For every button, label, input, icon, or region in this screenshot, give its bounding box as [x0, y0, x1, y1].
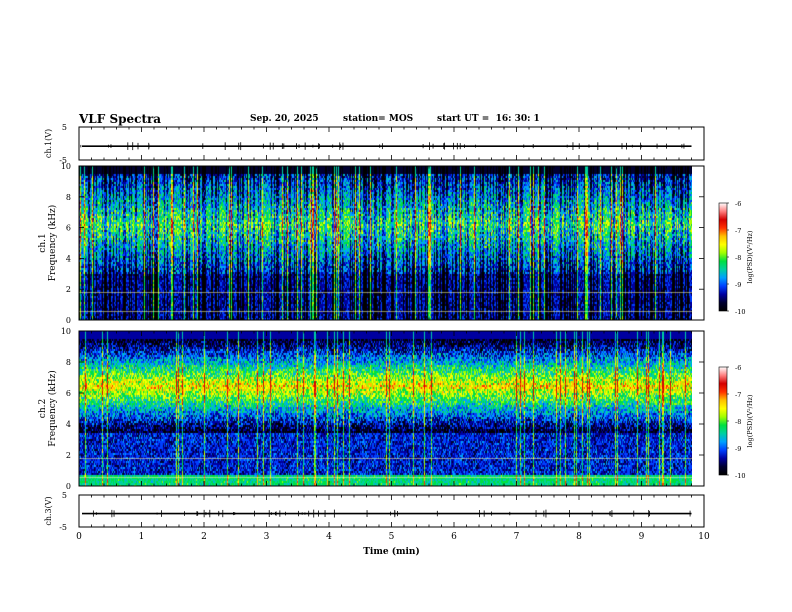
ch2-spectrogram-colorbar-tick-label: -10 — [735, 472, 745, 480]
ch1-spectrogram-ytick-label: 10 — [61, 162, 71, 171]
ch1-spectrogram-colorbar-label: log(PSD)(V²/Hz) — [746, 230, 754, 283]
ch1-spectrogram-image — [79, 166, 692, 320]
x-tick-label: 4 — [326, 532, 332, 542]
x-tick-label: 9 — [639, 532, 645, 542]
start-ut-value: 16: 30: 1 — [495, 114, 540, 124]
x-tick-label: 7 — [514, 532, 520, 542]
ch1-spectrogram-colorbar-tick-label: -7 — [735, 227, 741, 235]
ch2-spectrogram-ytick-label: 8 — [66, 358, 71, 367]
ch2-spectrogram-ytick-label: 10 — [61, 327, 71, 336]
x-tick-label: 6 — [451, 532, 457, 542]
ch3-waveform-ytick-label: -5 — [59, 523, 67, 532]
x-tick-label: 10 — [698, 532, 710, 542]
ch2-spectrogram-colorbar-tick-label: -8 — [735, 418, 741, 426]
station-label: station= MOS — [343, 114, 414, 124]
ch1-spectrogram-colorbar-tick-label: -9 — [735, 281, 741, 289]
ch2-spectrogram-ytick-label: 4 — [66, 420, 71, 429]
date-label: Sep. 20, 2025 — [250, 114, 319, 124]
x-tick-label: 1 — [139, 532, 145, 542]
ch2-spectrogram-colorbar-tick-label: -7 — [735, 391, 741, 399]
ch2-spectrogram-image — [79, 331, 692, 486]
ch2-spectrogram-colorbar-tick-label: -6 — [735, 364, 741, 372]
ch1-waveform-ytick-label: 5 — [62, 123, 67, 132]
ch1-spectrogram-ytick-label: 4 — [66, 254, 71, 263]
ch1-spectrogram-ytick-label: 8 — [66, 193, 71, 202]
panels-layer — [79, 127, 704, 527]
x-tick-label: 8 — [576, 532, 582, 542]
x-tick-label: 5 — [389, 532, 395, 542]
ch2-spectrogram-colorbar-label: log(PSD)(V²/Hz) — [746, 394, 754, 447]
ch2-spectrogram-colorbar-tick-label: -9 — [735, 445, 741, 453]
ch2-spectrogram-ylabel: Frequency (kHz) — [47, 370, 58, 447]
ch1-waveform-bg — [79, 127, 704, 160]
ch1-spectrogram-colorbar-tick-label: -8 — [735, 254, 741, 262]
ch2-spectrogram-ytick-label: 2 — [66, 451, 71, 460]
ch1-spectrogram-ytick-label: 2 — [66, 285, 71, 294]
chart-title: VLF Spectra — [79, 112, 162, 126]
start-ut-label: start UT = — [437, 114, 490, 124]
x-tick-label: 2 — [201, 532, 207, 542]
ch1-waveform-ylabel: ch.1(V) — [44, 129, 53, 158]
ch3-waveform-ytick-label: 5 — [62, 491, 67, 500]
ch3-waveform-bg — [79, 495, 704, 527]
ch1-waveform-ytick-label: -5 — [59, 156, 67, 165]
ch1-spectrogram-ytick-label: 6 — [66, 224, 71, 233]
ch2-spectrogram-colorbar — [718, 366, 728, 476]
ch1-spectrogram-colorbar-tick-label: -10 — [735, 308, 745, 316]
x-axis-label: Time (min) — [363, 546, 420, 557]
ch1-spectrogram-ytick-label: 0 — [66, 316, 71, 325]
x-tick-label: 0 — [76, 532, 82, 542]
start-time-label: start UT = 16: 30: 1 — [437, 114, 540, 124]
ch2-spectrogram-channel-label: ch.2 — [38, 399, 48, 418]
ch1-spectrogram-ylabel: Frequency (kHz) — [47, 205, 58, 282]
ch1-spectrogram-colorbar-tick-label: -6 — [735, 200, 741, 208]
ch2-spectrogram-ytick-label: 0 — [66, 482, 71, 491]
ch1-spectrogram-channel-label: ch.1 — [38, 233, 48, 252]
ch2-spectrogram-ytick-label: 6 — [66, 389, 71, 398]
ch1-spectrogram-colorbar — [718, 202, 728, 312]
x-tick-label: 3 — [264, 532, 270, 542]
ch3-waveform-ylabel: ch.3(V) — [44, 496, 53, 525]
